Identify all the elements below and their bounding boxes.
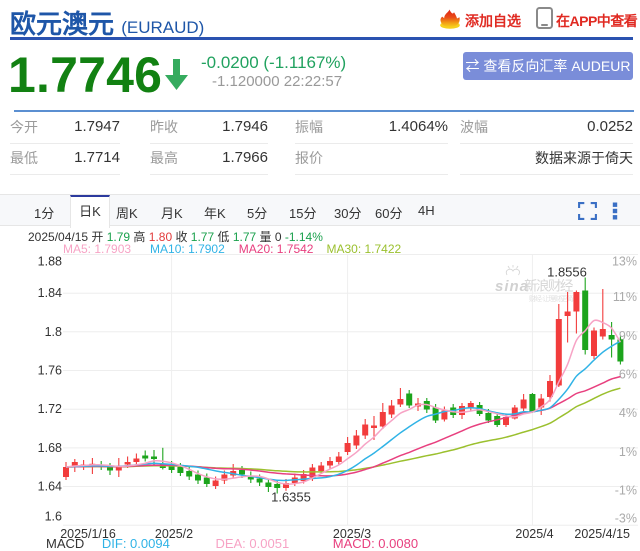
- svg-text:1%: 1%: [619, 445, 637, 459]
- svg-text:2025/4: 2025/4: [515, 527, 553, 541]
- svg-text:1.6: 1.6: [45, 510, 62, 524]
- svg-text:11%: 11%: [613, 290, 637, 304]
- svg-text:9%: 9%: [619, 329, 637, 343]
- svg-text:2025/2: 2025/2: [155, 527, 193, 541]
- svg-text:1.88: 1.88: [38, 255, 62, 269]
- svg-text:1.6355: 1.6355: [271, 490, 311, 505]
- svg-text:13%: 13%: [612, 255, 637, 269]
- svg-text:6%: 6%: [619, 368, 637, 382]
- svg-text:sina: sina: [495, 278, 529, 295]
- svg-text:1.68: 1.68: [38, 441, 62, 455]
- svg-text:-3%: -3%: [615, 512, 637, 526]
- svg-text:新浪财经: 新浪财经: [524, 279, 574, 294]
- svg-text:1.8556: 1.8556: [547, 265, 587, 280]
- svg-text:1.72: 1.72: [38, 402, 62, 416]
- svg-text:2025/1/16: 2025/1/16: [60, 527, 116, 541]
- svg-text:4%: 4%: [619, 406, 637, 420]
- svg-text:财经·让理财更简单: 财经·让理财更简单: [529, 294, 579, 303]
- svg-text:2025/4/15: 2025/4/15: [574, 527, 630, 541]
- svg-text:1.64: 1.64: [38, 480, 62, 494]
- svg-text:-1%: -1%: [615, 484, 637, 498]
- svg-text:1.84: 1.84: [38, 286, 62, 300]
- svg-text:1.8: 1.8: [45, 325, 62, 339]
- svg-text:2025/3: 2025/3: [333, 527, 371, 541]
- svg-text:1.76: 1.76: [38, 364, 62, 378]
